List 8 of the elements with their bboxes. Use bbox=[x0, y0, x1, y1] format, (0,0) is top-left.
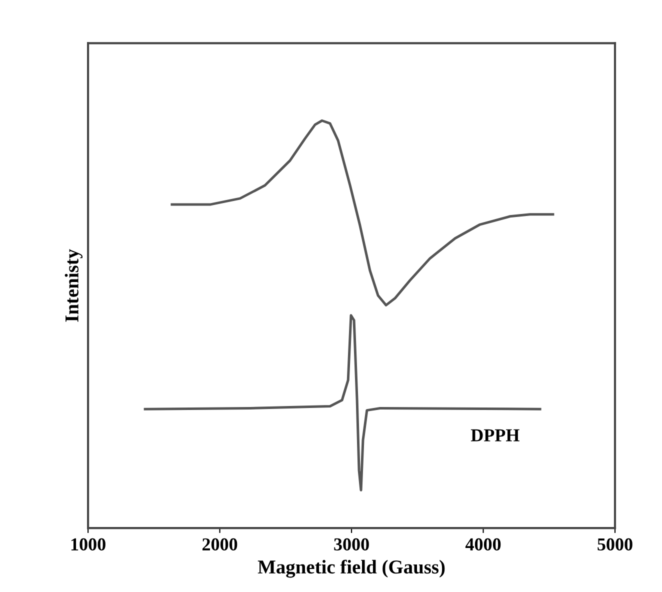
series-label: DPPH bbox=[470, 429, 520, 442]
x-tick-label: 4000 bbox=[465, 538, 501, 550]
x-tick-label: 1000 bbox=[71, 538, 106, 550]
x-tick-label: 5000 bbox=[598, 538, 632, 550]
x-tick-label: 3000 bbox=[334, 538, 369, 550]
x-axis-title: Magnetic field (Gauss) bbox=[258, 560, 445, 578]
x-tick-label: 2000 bbox=[202, 538, 238, 550]
y-axis-title: Intenisty bbox=[64, 249, 82, 322]
